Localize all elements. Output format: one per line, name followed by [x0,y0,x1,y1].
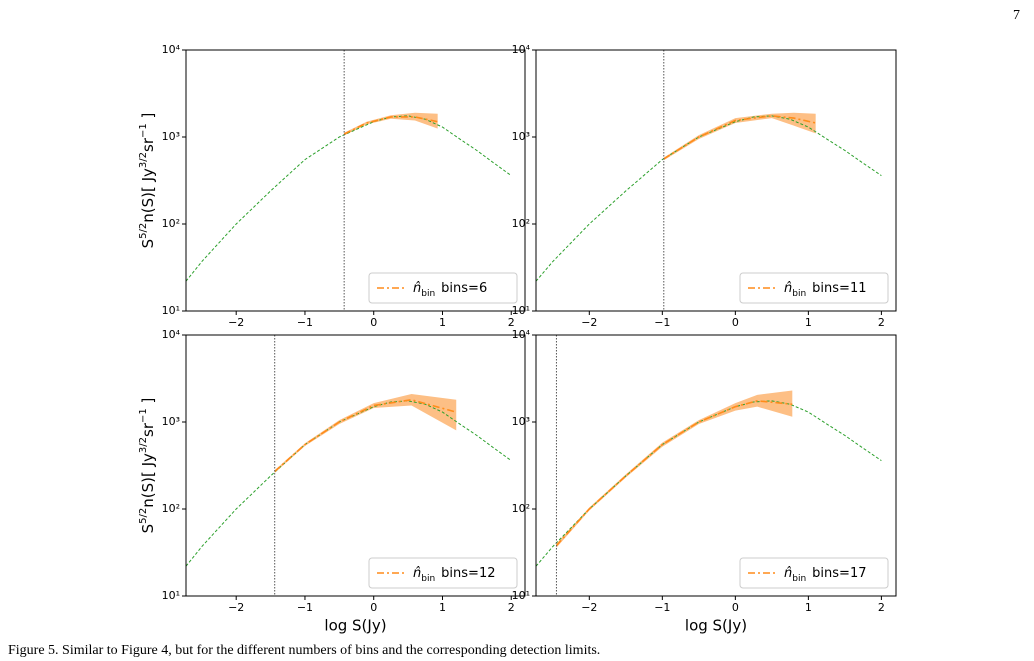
x-tick-label: 1 [805,601,812,614]
estimate-line [555,400,793,547]
legend-name: n̂ [413,281,421,296]
legend-box [739,557,889,589]
model-line [535,400,882,567]
y-tick-label: 10¹ [512,589,530,602]
y-tick-label: 10³ [162,415,180,428]
legend-label: n̂bin bins=11 [784,281,866,299]
legend-box [368,272,518,304]
x-tick-label: 1 [439,316,446,329]
estimate-line [343,116,438,135]
x-tick-label: 2 [878,316,885,329]
x-tick-label: 2 [878,601,885,614]
y-axis-label-part: sr [139,422,157,437]
legend-name-sub: bin [421,289,435,299]
x-tick-label: −2 [228,601,244,614]
y-axis-label-part: S [139,524,157,534]
y-axis-label-part: −1 [138,123,149,138]
x-tick-label: 0 [370,601,377,614]
legend-label: n̂bin bins=12 [413,566,495,584]
x-tick-label: −1 [297,316,313,329]
x-tick-label: 2 [508,316,515,329]
legend-name-sub: bin [421,574,435,584]
model-line [185,115,512,282]
legend-box [739,272,889,304]
estimate-line [274,398,457,473]
x-tick-label: 0 [370,316,377,329]
y-tick-label: 10⁴ [162,43,181,56]
x-axis-label: log S(Jy) [685,617,747,635]
subplot: −2 −1 0 1 2 10¹ 10² 10³ 10⁴ log S(Jy) n̂bin bins=17 [512,328,897,635]
estimate-line [663,115,816,160]
y-tick-label: 10² [162,217,180,230]
y-axis-label-part: 5/2 [138,508,149,524]
axes-frame [185,334,526,597]
error-band [556,390,793,548]
x-tick-label: 0 [732,601,739,614]
y-tick-label: 10³ [512,130,530,143]
error-band [344,112,438,136]
legend-note: bins=6 [441,281,487,296]
axes-frame [535,49,897,312]
y-axis-label-part: n(S)[ Jy [139,168,157,223]
legend-name: n̂ [413,566,421,581]
axes-frame [185,49,526,312]
legend-note: bins=11 [812,281,866,296]
x-tick-label: −2 [581,316,597,329]
legend-name: n̂ [784,281,792,296]
y-tick-label: 10² [512,217,530,230]
legend-name-sub: bin [792,289,806,299]
x-tick-label: 0 [732,316,739,329]
y-axis-label-part: 3/2 [138,437,149,453]
y-tick-label: 10⁴ [162,328,181,341]
legend-note: bins=17 [812,566,866,581]
y-tick-label: 10³ [162,130,180,143]
y-tick-label: 10⁴ [512,43,531,56]
y-axis-label-part: 3/2 [138,152,149,168]
x-tick-label: −1 [654,316,670,329]
y-axis-label-part: ] [139,113,157,124]
y-axis-label-part: S [139,239,157,249]
legend-name-sub: bin [792,574,806,584]
y-axis-label-part: −1 [138,408,149,423]
y-axis-label-part: n(S)[ Jy [139,453,157,508]
y-tick-label: 10¹ [162,589,180,602]
legend-note: bins=12 [441,566,495,581]
y-tick-label: 10¹ [512,304,530,317]
y-axis-label-part: ] [139,398,157,409]
y-axis-label-part: sr [139,137,157,152]
x-tick-label: −2 [228,316,244,329]
y-axis-label: S5/2n(S)[ Jy3/2sr−1 ] [138,113,157,249]
model-line [535,115,882,282]
x-tick-label: −1 [297,601,313,614]
page-number: 7 [1013,8,1020,23]
caption: Figure 5. Similar to Figure 4, but for t… [8,643,600,657]
y-tick-label: 10² [512,502,530,515]
y-axis-label: S5/2n(S)[ Jy3/2sr−1 ] [138,398,157,534]
y-axis-label-part: 5/2 [138,223,149,239]
x-axis-label: log S(Jy) [324,617,386,635]
x-tick-label: 1 [805,316,812,329]
error-band [663,112,816,161]
subplot: −2 −1 0 1 2 10¹ 10² 10³ 10⁴ n̂bin bins=11 [512,43,897,329]
y-tick-label: 10⁴ [512,328,531,341]
y-tick-label: 10¹ [162,304,180,317]
y-tick-label: 10³ [512,415,530,428]
axes-frame [535,334,897,597]
model-line [185,400,512,567]
legend-label: n̂bin bins=6 [413,281,487,299]
x-tick-label: 2 [508,601,515,614]
legend-name: n̂ [784,566,792,581]
y-tick-label: 10² [162,502,180,515]
legend-label: n̂bin bins=17 [784,566,866,584]
x-tick-label: −1 [654,601,670,614]
legend-box [368,557,518,589]
x-tick-label: −2 [581,601,597,614]
x-tick-label: 1 [439,601,446,614]
